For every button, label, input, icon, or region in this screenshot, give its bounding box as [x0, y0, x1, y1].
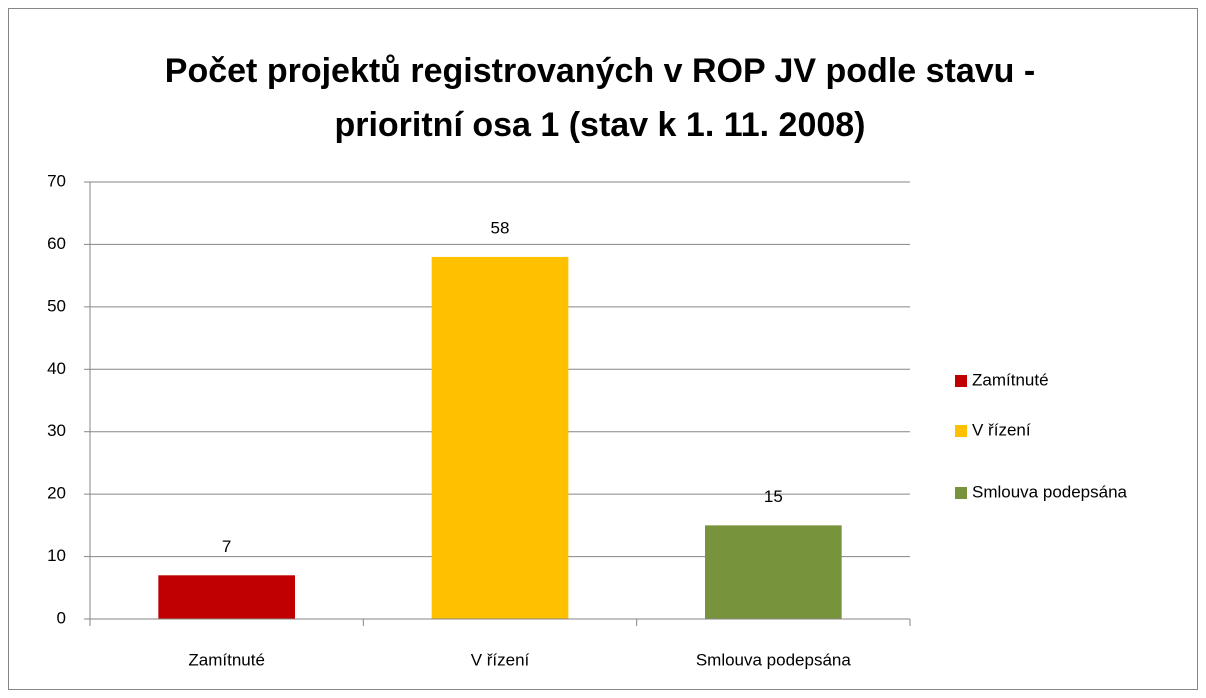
legend-label: Smlouva podepsána: [972, 482, 1128, 501]
y-tick-label: 40: [47, 359, 66, 378]
y-tick-label: 60: [47, 234, 66, 253]
y-tick-label: 70: [47, 171, 66, 190]
y-tick-label: 0: [57, 608, 66, 627]
y-tick-label: 30: [47, 421, 66, 440]
bar: [431, 256, 569, 619]
x-tick-label: Smlouva podepsána: [696, 650, 852, 669]
chart-title: Počet projektů registrovaných v ROP JV p…: [164, 52, 1036, 144]
legend-label: V řízení: [972, 420, 1031, 439]
data-label: 7: [222, 537, 231, 556]
legend-label: Zamítnuté: [972, 370, 1049, 389]
legend-swatch: [955, 375, 967, 387]
chart-frame: [8, 8, 1198, 690]
y-tick-label: 10: [47, 546, 66, 565]
y-tick-label: 50: [47, 296, 66, 315]
data-label: 15: [764, 487, 783, 506]
legend-swatch: [955, 425, 967, 437]
bar: [705, 525, 842, 619]
legend-swatch: [955, 487, 967, 499]
x-tick-label: V řízení: [471, 650, 530, 669]
bar: [158, 575, 295, 619]
data-label: 58: [491, 218, 510, 237]
x-tick-label: Zamítnuté: [188, 650, 265, 669]
y-tick-label: 20: [47, 484, 66, 503]
